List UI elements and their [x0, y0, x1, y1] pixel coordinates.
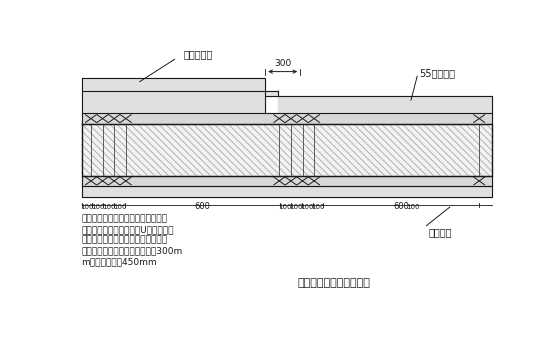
Polygon shape — [82, 78, 265, 91]
Polygon shape — [265, 91, 278, 96]
Text: 大模板与小钢模连接构造: 大模板与小钢模连接构造 — [297, 278, 370, 288]
Text: 600: 600 — [393, 202, 409, 211]
Text: 600: 600 — [194, 202, 211, 211]
Text: 成与小钢模孔径对应，用U型卡满布连: 成与小钢模孔径对应，用U型卡满布连 — [82, 225, 174, 234]
Text: 100: 100 — [279, 204, 292, 210]
Polygon shape — [82, 124, 492, 175]
Text: 止水螺杆: 止水螺杆 — [428, 227, 451, 237]
Polygon shape — [82, 113, 492, 124]
Text: 300: 300 — [274, 59, 291, 68]
Text: 接固定，墙面支撑体系按照常规做法: 接固定，墙面支撑体系按照常规做法 — [82, 236, 167, 244]
Text: 55型钢模板: 55型钢模板 — [419, 68, 455, 78]
Polygon shape — [82, 175, 492, 186]
Text: 定型钢模板: 定型钢模板 — [183, 50, 213, 59]
Text: 100: 100 — [300, 204, 314, 210]
Text: 100: 100 — [113, 204, 127, 210]
Text: 100: 100 — [290, 204, 303, 210]
Text: m，其余间距为450mm: m，其余间距为450mm — [82, 257, 157, 266]
Text: 100: 100 — [91, 204, 105, 210]
Text: 柱两侧第一排止水螺杆竖向间距300m: 柱两侧第一排止水螺杆竖向间距300m — [82, 246, 183, 255]
Text: 100: 100 — [102, 204, 115, 210]
Polygon shape — [82, 186, 492, 197]
Text: 注：大模板与小钢模连接处，定型作: 注：大模板与小钢模连接处，定型作 — [82, 214, 167, 223]
Text: 100: 100 — [311, 204, 325, 210]
Polygon shape — [278, 96, 492, 113]
Polygon shape — [82, 91, 265, 113]
Text: 100: 100 — [406, 204, 419, 210]
Text: 100: 100 — [80, 204, 94, 210]
